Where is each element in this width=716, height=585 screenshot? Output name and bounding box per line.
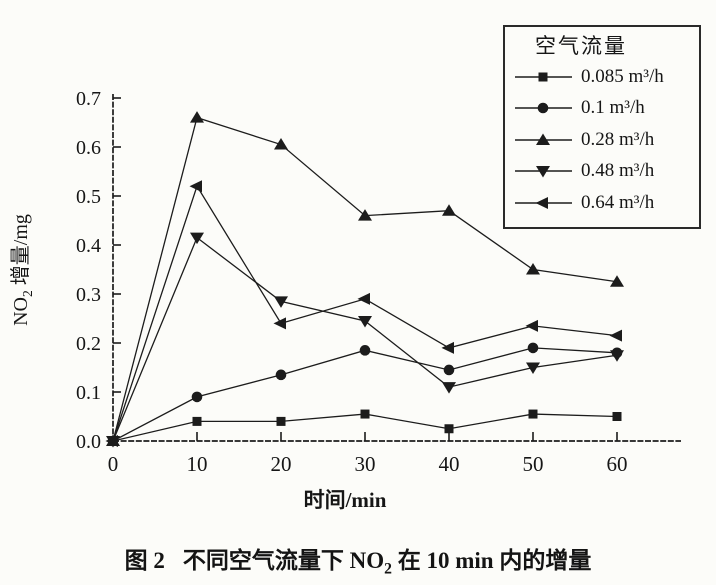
legend-rows: 0.085 m³/h 0.1 m³/h 0.28 m³/h 0.48 m³/h 0.64…	[505, 61, 699, 219]
figure-caption: 图 2 不同空气流量下 NO2 在 10 min 内的增量	[0, 541, 716, 579]
triangle-up-marker-icon	[358, 209, 372, 221]
square-marker-icon	[528, 409, 538, 419]
x-tick-label: 20	[271, 452, 292, 476]
figure-caption-text-tail: 在 10 min 内的增量	[391, 548, 592, 573]
triangle-up-marker-icon	[274, 138, 288, 150]
square-marker-icon	[538, 72, 548, 82]
circle-marker-icon	[359, 345, 371, 356]
legend-label: 0.085 m³/h	[581, 65, 664, 87]
triangle-left-marker-icon	[535, 196, 548, 209]
triangle-down-marker-icon	[358, 315, 372, 328]
triangle-up-marker-icon	[526, 263, 540, 275]
y-axis-title-text: NO	[10, 297, 32, 326]
square-marker-icon	[276, 416, 286, 426]
triangle-left-marker-icon	[273, 317, 286, 330]
triangle-left-marker-icon	[515, 196, 572, 209]
circle-marker-icon	[515, 102, 572, 114]
triangle-left-marker-icon	[609, 329, 622, 342]
legend-item: 0.28 m³/h	[505, 124, 699, 156]
legend-label: 0.1 m³/h	[581, 97, 645, 119]
x-axis-title: 时间/min	[303, 488, 387, 512]
legend-item: 0.64 m³/h	[505, 187, 699, 219]
circle-marker-icon	[537, 102, 549, 114]
square-marker-icon	[360, 409, 370, 419]
square-marker-icon	[192, 416, 202, 426]
y-tick-label: 0.6	[76, 137, 101, 159]
legend-label: 0.28 m³/h	[581, 128, 655, 150]
y-axis-title: NO2 增量/mg	[4, 214, 36, 326]
triangle-down-marker-icon	[536, 166, 550, 178]
legend-item: 0.085 m³/h	[505, 61, 699, 93]
circle-marker-icon	[443, 364, 455, 376]
square-marker-icon	[612, 412, 622, 421]
x-tick-label: 50	[523, 452, 544, 476]
figure-caption-number: 图 2	[124, 548, 165, 573]
figure-caption-text: 不同空气流量下 NO	[182, 548, 385, 573]
legend-item: 0.1 m³/h	[505, 93, 699, 125]
circle-marker-icon	[527, 342, 539, 354]
series-line-1	[112, 347, 618, 442]
y-tick-label: 0.5	[76, 186, 101, 208]
figure-caption-subscript: 2	[384, 560, 392, 578]
series-4	[105, 180, 622, 447]
legend-title: 空气流量	[535, 34, 627, 58]
triangle-down-marker-icon	[526, 362, 540, 374]
triangle-up-marker-icon	[536, 133, 550, 145]
legend-item: 0.48 m³/h	[505, 156, 699, 188]
legend: 空气流量 0.085 m³/h 0.1 m³/h 0.28 m³/h 0.48 m³/…	[503, 25, 701, 229]
legend-label: 0.48 m³/h	[581, 160, 655, 182]
circle-marker-icon	[191, 391, 203, 403]
triangle-left-marker-icon	[525, 319, 538, 332]
x-tick-label: 40	[439, 452, 460, 476]
circle-marker-icon	[275, 369, 287, 381]
y-axis-title-subscript: 2	[20, 290, 35, 298]
series-1	[107, 342, 623, 447]
y-tick-label: 0.2	[76, 333, 101, 355]
triangle-left-marker-icon	[441, 341, 454, 354]
x-tick-label: 30	[355, 452, 376, 476]
square-marker-icon	[515, 72, 572, 82]
triangle-down-marker-icon	[190, 232, 204, 245]
y-tick-label: 0.7	[76, 88, 101, 110]
y-axis-title-unit: 增量/mg	[10, 214, 32, 291]
x-tick-label: 0	[108, 452, 119, 476]
triangle-left-marker-icon	[357, 292, 370, 305]
legend-label: 0.64 m³/h	[581, 191, 655, 213]
x-tick-label: 60	[607, 452, 628, 476]
triangle-down-marker-icon	[274, 296, 288, 308]
triangle-down-marker-icon	[610, 350, 624, 362]
y-tick-label: 0.4	[76, 235, 101, 257]
triangle-up-marker-icon	[515, 133, 572, 145]
x-tick-label: 10	[187, 452, 208, 476]
square-marker-icon	[444, 424, 454, 434]
y-tick-label: 0.0	[76, 431, 101, 453]
y-tick-label: 0.3	[76, 284, 101, 306]
triangle-up-marker-icon	[610, 275, 624, 287]
triangle-down-marker-icon	[515, 166, 572, 178]
triangle-left-marker-icon	[189, 180, 202, 193]
triangle-down-marker-icon	[442, 382, 456, 394]
triangle-up-marker-icon	[190, 111, 204, 123]
y-tick-label: 0.1	[76, 382, 101, 404]
triangle-up-marker-icon	[442, 204, 456, 216]
triangle-left-marker-icon	[105, 435, 118, 447]
